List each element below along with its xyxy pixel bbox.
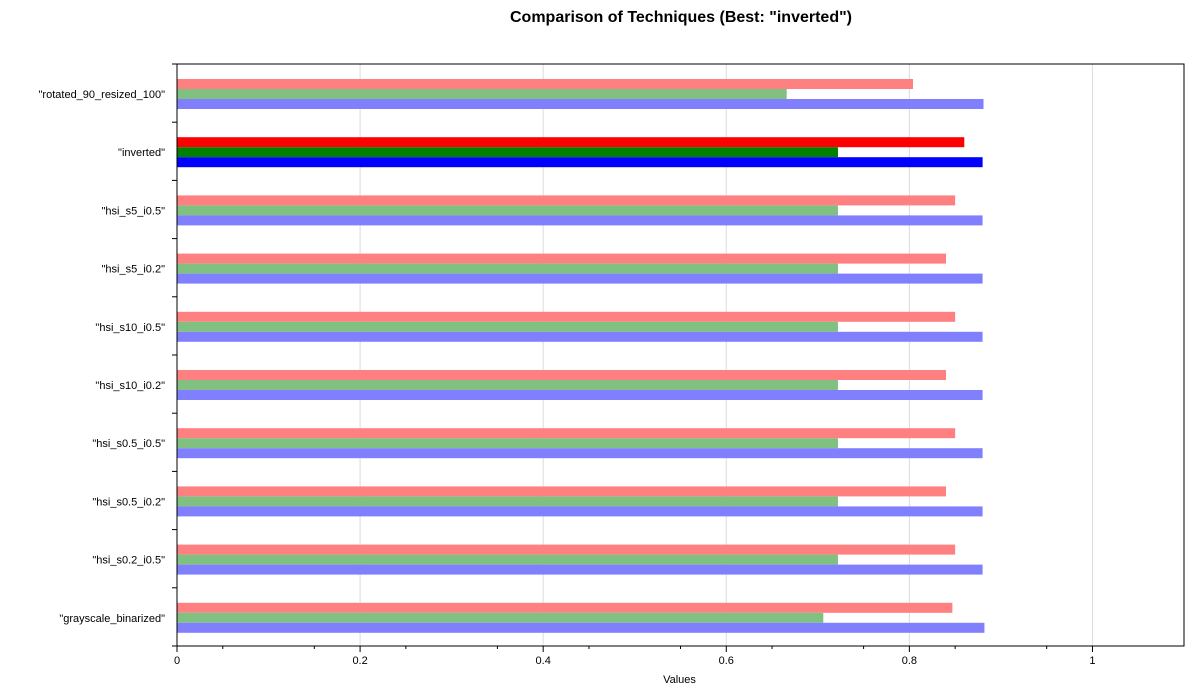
chart-title: Comparison of Techniques (Best: "inverte… — [509, 9, 853, 26]
x-tick-label-1: 0.2 — [352, 655, 367, 667]
bar-5-series-1 — [177, 380, 838, 390]
x-tick-label-0: 0 — [174, 655, 180, 667]
x-axis-label: Values — [663, 674, 696, 686]
bar-6-series-2 — [177, 448, 983, 459]
bar-9-series-2 — [177, 622, 985, 633]
y-category-label-6: "hsi_s0.5_i0.5" — [92, 438, 165, 450]
bar-1-series-0 — [177, 137, 965, 148]
bar-8-series-1 — [177, 554, 838, 565]
bar-1-series-2 — [177, 157, 983, 168]
bar-0-series-0 — [177, 79, 914, 89]
bar-1-series-1 — [177, 147, 838, 158]
y-category-label-2: "hsi_s5_i0.5" — [102, 205, 166, 217]
bar-9-series-0 — [177, 602, 953, 613]
bar-8-series-2 — [177, 564, 983, 575]
bar-2-series-2 — [177, 215, 983, 226]
y-category-label-1: "inverted" — [118, 147, 165, 159]
bar-3-series-2 — [177, 273, 983, 284]
bar-3-series-1 — [177, 263, 838, 274]
bar-3-series-0 — [177, 253, 946, 264]
bar-2-series-0 — [177, 195, 956, 206]
y-category-label-0: "rotated_90_resized_100" — [39, 89, 166, 101]
bar-7-series-2 — [177, 506, 983, 517]
bar-5-series-2 — [177, 390, 983, 400]
bar-9-series-1 — [177, 612, 824, 623]
y-category-label-4: "hsi_s10_i0.5" — [95, 322, 165, 334]
bar-8-series-0 — [177, 544, 956, 555]
bar-5-series-0 — [177, 370, 946, 380]
bar-6-series-1 — [177, 438, 838, 449]
bar-4-series-1 — [177, 321, 838, 332]
bar-6-series-0 — [177, 428, 956, 439]
y-category-label-9: "grayscale_binarized" — [59, 613, 165, 625]
bar-0-series-1 — [177, 89, 787, 99]
bar-4-series-2 — [177, 331, 983, 342]
y-category-label-8: "hsi_s0.2_i0.5" — [92, 555, 165, 567]
y-category-label-5: "hsi_s10_i0.2" — [95, 380, 165, 392]
bar-0-series-2 — [177, 99, 984, 109]
bar-2-series-1 — [177, 205, 838, 216]
y-category-label-3: "hsi_s5_i0.2" — [102, 264, 166, 276]
x-tick-label-4: 0.8 — [902, 655, 917, 667]
bar-4-series-0 — [177, 311, 956, 322]
bar-7-series-1 — [177, 496, 838, 507]
y-category-label-7: "hsi_s0.5_i0.2" — [92, 496, 165, 508]
x-tick-label-5: 1 — [1089, 655, 1095, 667]
bar-7-series-0 — [177, 486, 946, 497]
x-tick-label-3: 0.6 — [719, 655, 734, 667]
x-tick-label-2: 0.4 — [536, 655, 551, 667]
